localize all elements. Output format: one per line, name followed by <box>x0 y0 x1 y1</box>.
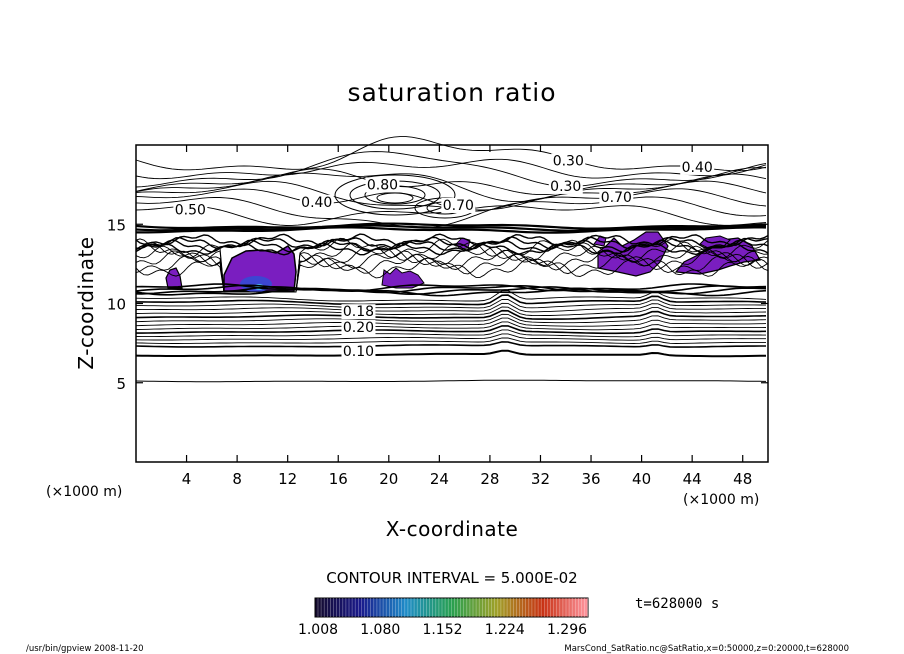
y-tick-label: 10 <box>107 296 126 314</box>
footer-left: /usr/bin/gpview 2008-11-20 <box>26 644 144 654</box>
contour-line <box>135 224 767 232</box>
y-tick-label: 5 <box>116 375 126 393</box>
contour-line <box>135 302 766 313</box>
x-tick-label: 8 <box>232 470 242 488</box>
x-tick-label: 32 <box>531 470 550 488</box>
contour-line <box>135 317 767 327</box>
colorbar-label: 1.224 <box>485 622 525 638</box>
x-unit-left: (×1000 m) <box>46 484 122 500</box>
contour-line <box>135 172 767 203</box>
plot-area: 0.10 0.200.18 0.40 0.50 0.30 0.30 0.40 0.70 0.70… <box>107 136 769 488</box>
x-axis-label: X-coordinate <box>386 517 519 541</box>
contour-line <box>135 136 767 172</box>
contour-closed <box>334 174 456 216</box>
colorbar-label: 1.152 <box>422 622 462 638</box>
contour-line <box>135 283 767 292</box>
contour-label: 0.10 <box>343 344 374 360</box>
contour-label: 0.50 <box>175 203 206 219</box>
filled-region-mid <box>381 267 425 289</box>
y-axis: 5 10 15 <box>107 216 768 393</box>
contour-label: 0.18 <box>343 304 374 320</box>
contour-label: 0.70 <box>601 190 632 206</box>
x-tick-label: 40 <box>632 470 651 488</box>
contour-line <box>135 158 767 180</box>
contour-label: 0.40 <box>301 195 332 211</box>
contour-line <box>135 167 767 196</box>
footer-right: MarsCond_SatRatio.nc@SatRatio,x=0:50000,… <box>564 644 849 654</box>
x-tick-label: 48 <box>733 470 752 488</box>
contour-labels: 0.10 0.200.18 0.40 0.50 0.30 0.30 0.40 0.70 0.70… <box>173 153 715 360</box>
contour-lines <box>135 136 769 383</box>
x-tick-label: 16 <box>329 470 348 488</box>
contour-line <box>135 309 767 321</box>
contour-interval: CONTOUR INTERVAL = 5.000E-02 <box>326 569 577 587</box>
contour-line <box>135 329 767 338</box>
contour-line <box>136 325 767 335</box>
colorbar: 1.008 1.080 1.152 1.224 1.296 <box>298 597 589 638</box>
contour-label: 0.30 <box>553 154 584 170</box>
contour-line <box>135 333 766 341</box>
contour-line <box>135 337 766 344</box>
x-tick-label: 20 <box>379 470 398 488</box>
contour-line <box>135 306 767 317</box>
colorbar-gradient <box>314 597 589 618</box>
y-axis-label: Z-coordinate <box>74 236 98 369</box>
contour-line <box>135 236 769 250</box>
time-label: t=628000 s <box>635 596 719 612</box>
filled-region-main <box>223 245 297 292</box>
contour-line <box>135 242 769 256</box>
contour-label: 0.20 <box>343 320 374 336</box>
contour-label: 0.80 <box>367 177 398 193</box>
x-unit-right: (×1000 m) <box>683 492 759 508</box>
y-tick-label: 15 <box>107 216 126 234</box>
chart-title: saturation ratio <box>347 78 556 107</box>
contour-line <box>135 151 767 188</box>
contour-line <box>135 222 767 230</box>
contour-closed <box>376 192 414 204</box>
x-tick-label: 12 <box>278 470 297 488</box>
colorbar-label: 1.080 <box>360 622 400 638</box>
contour-line <box>135 285 767 296</box>
contour-label: 0.70 <box>443 198 474 214</box>
contour-line <box>135 379 767 383</box>
contour-line <box>135 349 767 358</box>
contour-line <box>135 313 767 324</box>
contour-label: 0.40 <box>682 160 713 176</box>
x-tick-label: 24 <box>430 470 449 488</box>
x-tick-label: 4 <box>182 470 192 488</box>
contour-line <box>135 290 767 302</box>
x-tick-label: 44 <box>683 470 702 488</box>
contour-line <box>135 196 767 229</box>
filled-region-left <box>165 267 183 289</box>
contour-line <box>135 341 766 348</box>
contour-label: 0.30 <box>550 179 581 195</box>
x-tick-label: 28 <box>480 470 499 488</box>
x-axis: 4 8 12 16 20 24 28 32 36 40 44 48 <box>182 145 752 488</box>
colorbar-label: 1.296 <box>547 622 587 638</box>
contour-line <box>136 298 767 309</box>
contour-line <box>136 226 767 234</box>
colorbar-label: 1.008 <box>298 622 338 638</box>
contour-line <box>136 294 767 306</box>
x-tick-label: 36 <box>581 470 600 488</box>
contour-line <box>135 321 767 331</box>
